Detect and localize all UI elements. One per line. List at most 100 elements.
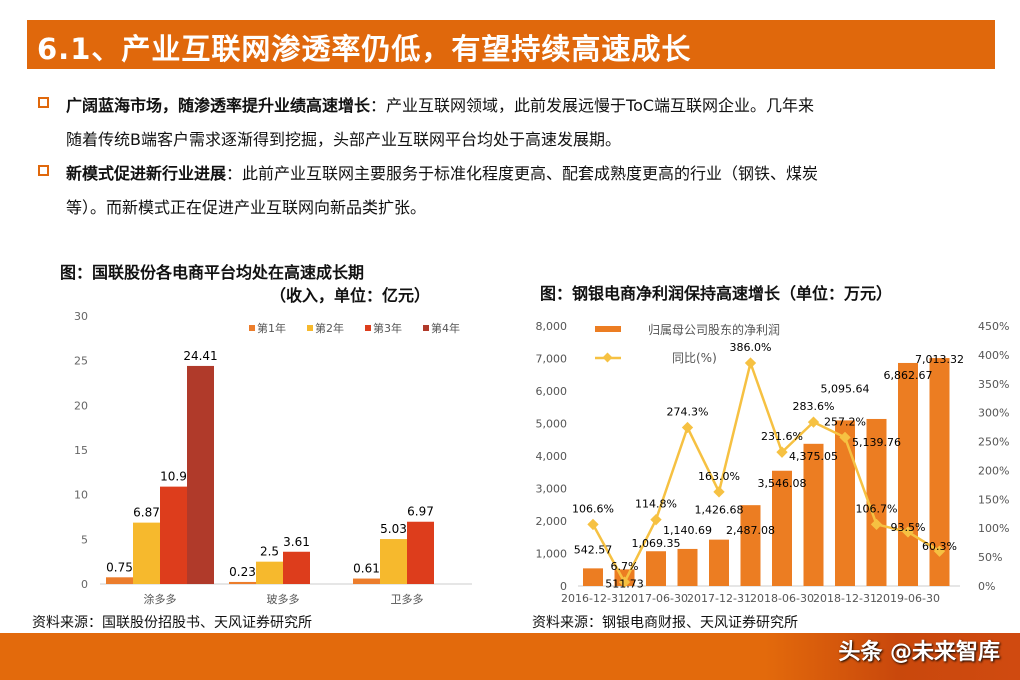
right-chart-title: 图：钢银电商净利润保持高速增长（单位：万元） <box>540 284 893 303</box>
bar-label: 7,013.32 <box>915 353 964 366</box>
bar <box>740 505 761 586</box>
x-tick-label: 卫多多 <box>391 592 424 606</box>
left-chart-subtitle: （收入，单位：亿元） <box>270 286 431 305</box>
legend-label: 第1年 <box>257 321 286 335</box>
legend-swatch <box>423 325 429 331</box>
data-label: 0.61 <box>353 562 380 576</box>
data-label: 24.41 <box>183 349 217 363</box>
bullet-2-text: ：此前产业互联网主要服务于标准化程度更高、配套成熟度更高的行业（钢铁、煤炭 <box>226 164 819 183</box>
bullet-icon <box>38 97 49 108</box>
legend-marker <box>602 352 613 363</box>
growth-marker <box>744 357 757 369</box>
x-tick-label: 2017-12-31 <box>687 592 751 605</box>
footer-band <box>0 633 1020 680</box>
growth-marker <box>713 486 725 498</box>
bullet-icon <box>38 165 49 176</box>
legend-label: 第4年 <box>431 321 460 335</box>
bullet-2: 新模式促进新行业进展：此前产业互联网主要服务于标准化程度更高、配套成熟度更高的行… <box>66 160 818 184</box>
data-label: 10.9 <box>160 470 187 484</box>
bullet-1-heading: 广阔蓝海市场，随渗透率提升业绩高速增长 <box>66 96 371 115</box>
bar <box>835 420 855 586</box>
legend-label: 第2年 <box>315 321 344 335</box>
bar <box>353 578 380 584</box>
bar-label: 1,426.68 <box>695 504 744 517</box>
bar-label: 1,140.69 <box>663 524 712 537</box>
legend-label: 同比(%) <box>672 351 717 365</box>
page-title: 6.1、产业互联网渗透率仍低，有望持续高速成长 <box>37 32 692 66</box>
bar-label: 4,375.05 <box>789 450 838 463</box>
bar <box>677 548 698 586</box>
y-tick-label: 25 <box>74 355 88 368</box>
y-left-tick-label: 2,000 <box>536 515 568 528</box>
growth-label: 274.3% <box>667 406 709 419</box>
left-chart-title: 图：国联股份各电商平台均处在高速成长期 <box>60 263 365 282</box>
growth-label: 6.7% <box>611 560 639 573</box>
title-bar: 6.1、产业互联网渗透率仍低，有望持续高速成长 <box>27 20 995 69</box>
bar <box>160 486 187 584</box>
bar <box>583 568 603 586</box>
growth-label: 114.8% <box>635 498 677 511</box>
y-left-tick-label: 8,000 <box>536 320 568 333</box>
growth-marker <box>870 518 883 531</box>
y-tick-label: 15 <box>74 444 88 457</box>
x-tick-label: 2018-06-30 <box>750 592 814 605</box>
growth-label: 231.6% <box>761 430 803 443</box>
bar <box>646 551 666 586</box>
y-right-tick-label: 100% <box>978 522 1009 535</box>
y-tick-label: 0 <box>81 578 88 591</box>
data-label: 6.87 <box>133 506 160 520</box>
y-left-tick-label: 7,000 <box>536 353 568 366</box>
legend-label: 归属母公司股东的净利润 <box>648 322 780 337</box>
y-left-tick-label: 5,000 <box>536 418 568 431</box>
y-right-tick-label: 50% <box>978 551 1002 564</box>
bar <box>898 362 918 586</box>
growth-line <box>591 358 941 585</box>
growth-marker <box>839 431 851 444</box>
x-tick-label: 涂多多 <box>144 592 177 606</box>
y-tick-label: 20 <box>74 399 88 412</box>
bar <box>380 539 407 584</box>
bar-label: 6,862.67 <box>884 369 933 382</box>
bar <box>229 581 256 584</box>
y-right-tick-label: 0% <box>978 580 995 593</box>
bar <box>283 551 310 584</box>
x-tick-label: 玻多多 <box>267 592 300 606</box>
y-right-tick-label: 350% <box>978 378 1009 391</box>
x-tick-label: 2016-12-31 <box>561 592 625 605</box>
bar-label: 3,546.08 <box>758 477 807 490</box>
y-right-tick-label: 250% <box>978 436 1009 449</box>
data-label: 6.97 <box>407 505 434 519</box>
y-right-tick-label: 450% <box>978 320 1009 333</box>
growth-label: 60.3% <box>922 540 957 553</box>
x-tick-label: 2018-12-31 <box>813 592 877 605</box>
legend-label: 第3年 <box>373 321 402 335</box>
growth-marker <box>618 576 631 588</box>
y-right-tick-label: 400% <box>978 349 1009 362</box>
growth-label: 257.2% <box>824 415 866 428</box>
bar-label: 5,139.76 <box>852 436 901 449</box>
bar <box>407 521 434 584</box>
growth-label: 163.0% <box>698 470 740 483</box>
legend-swatch <box>249 325 255 331</box>
growth-label: 106.6% <box>572 502 614 515</box>
x-tick-label: 2017-06-30 <box>624 592 688 605</box>
bar <box>866 418 887 586</box>
right-source: 资料来源：钢银电商财报、天风证券研究所 <box>532 615 798 631</box>
left-source: 资料来源：国联股份招股书、天风证券研究所 <box>32 615 312 631</box>
growth-label: 106.7% <box>856 502 898 515</box>
y-right-tick-label: 200% <box>978 464 1009 477</box>
y-left-tick-label: 1,000 <box>536 548 568 561</box>
growth-marker <box>902 526 914 538</box>
y-left-tick-label: 6,000 <box>536 385 568 398</box>
bar-label: 1,069.35 <box>632 537 681 550</box>
growth-marker <box>933 545 946 557</box>
legend-swatch <box>365 325 371 331</box>
growth-label: 386.0% <box>730 341 772 354</box>
y-left-tick-label: 4,000 <box>536 450 568 463</box>
y-right-tick-label: 300% <box>978 407 1009 420</box>
watermark: 头条 @未来智库 <box>838 640 1000 665</box>
data-label: 0.23 <box>229 565 256 579</box>
legend-swatch <box>307 325 313 331</box>
bullet-1-cont: 随着传统B端客户需求逐渐得到挖掘，头部产业互联网平台均处于高速发展期。 <box>66 130 621 149</box>
